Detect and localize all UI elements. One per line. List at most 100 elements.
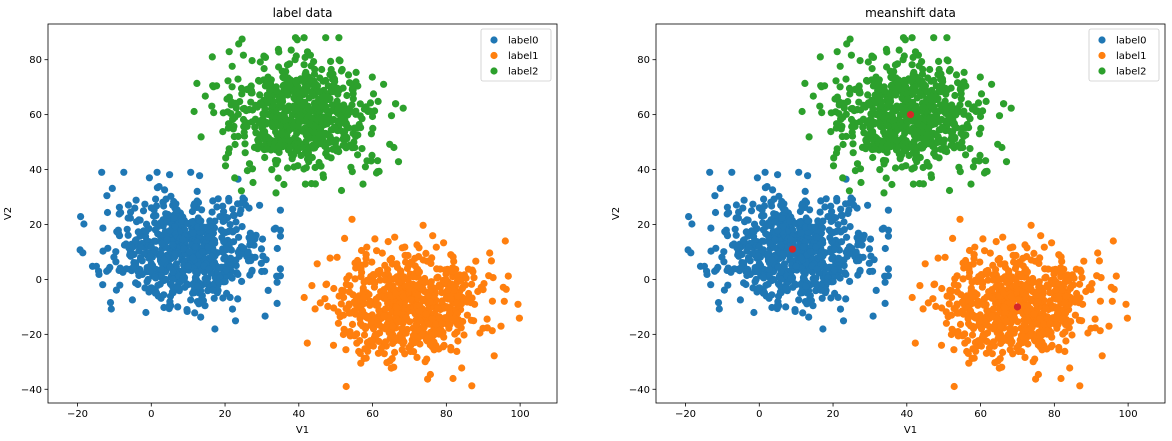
scatter-point (209, 286, 217, 294)
scatter-point (685, 213, 693, 221)
scatter-point (302, 130, 310, 138)
scatter-point (976, 73, 984, 81)
scatter-point (1018, 348, 1026, 356)
scatter-point (160, 202, 168, 210)
scatter-point (742, 228, 750, 236)
scatter-point (409, 273, 418, 281)
scatter-point (988, 350, 996, 358)
scatter-point (389, 282, 397, 290)
scatter-point (260, 52, 268, 60)
scatter-point (260, 65, 268, 73)
scatter-point (313, 260, 321, 268)
scatter-point (758, 237, 766, 245)
scatter-point (194, 223, 202, 231)
scatter-point (1058, 286, 1066, 294)
scatter-point (235, 233, 243, 241)
scatter-point (123, 225, 131, 233)
y-tick-label: 40 (29, 165, 42, 176)
scatter-point (295, 114, 304, 122)
scatter-point (430, 329, 438, 337)
scatter-point (1026, 330, 1035, 339)
scatter-point (357, 246, 366, 255)
scatter-point (149, 212, 158, 220)
scatter-point (1007, 292, 1016, 300)
axes-frame (655, 23, 1166, 404)
scatter-point (982, 157, 990, 165)
scatter-point (208, 53, 216, 61)
y-tick-label: 0 (644, 275, 650, 286)
scatter-point (807, 297, 816, 305)
scatter-point (796, 280, 805, 289)
scatter-point (329, 145, 337, 153)
scatter-point (817, 247, 826, 255)
scatter-point (411, 338, 419, 347)
scatter-point (124, 214, 132, 222)
scatter-point (346, 141, 354, 149)
scatter-point (986, 249, 994, 257)
scatter-point (411, 254, 419, 262)
scatter-point (219, 217, 227, 225)
scatter-point (209, 247, 217, 255)
scatter-point (208, 208, 216, 216)
scatter-point (837, 228, 845, 236)
legend-label: label2 (1116, 67, 1147, 78)
scatter-point (319, 173, 328, 182)
scatter-point (449, 374, 457, 383)
scatter-point (962, 82, 970, 90)
scatter-point (1096, 297, 1104, 305)
scatter-point (449, 253, 457, 261)
scatter-point (208, 102, 216, 110)
scatter-point (307, 180, 316, 188)
scatter-point (688, 220, 696, 228)
scatter-point (215, 264, 224, 272)
scatter-point (953, 272, 961, 280)
scatter-point (869, 267, 877, 275)
scatter-point (880, 189, 888, 197)
scatter-point (997, 282, 1005, 290)
scatter-point (846, 277, 854, 285)
scatter-point (470, 274, 478, 282)
scatter-point (951, 91, 959, 100)
scatter-point (913, 94, 921, 102)
scatter-point (971, 157, 979, 165)
scatter-point (133, 218, 141, 226)
scatter-point (859, 115, 868, 123)
scatter-point (864, 58, 872, 66)
scatter-point (911, 339, 919, 347)
scatter-point (934, 254, 942, 262)
scatter-point (796, 218, 804, 226)
scatter-point (315, 87, 323, 95)
scatter-point (1068, 331, 1076, 339)
scatter-point (957, 95, 965, 103)
scatter-point (939, 139, 947, 148)
scatter-point (280, 180, 288, 189)
scatter-point (189, 253, 197, 262)
scatter-point (261, 105, 269, 113)
scatter-point (869, 153, 877, 162)
scatter-point (724, 281, 732, 289)
scatter-point (992, 266, 1000, 274)
scatter-point (895, 150, 903, 158)
scatter-point (426, 298, 434, 306)
scatter-point (222, 154, 230, 162)
scatter-point (967, 180, 975, 188)
scatter-point (372, 301, 380, 309)
scatter-point (305, 158, 313, 166)
scatter-point (291, 56, 299, 64)
scatter-point (869, 76, 878, 84)
scatter-point (276, 232, 284, 240)
scatter-point (428, 315, 437, 323)
scatter-point (371, 280, 379, 288)
scatter-point (865, 245, 874, 253)
scatter-point (806, 206, 814, 214)
scatter-point (938, 284, 946, 293)
scatter-point (256, 91, 264, 99)
scatter-point (1021, 241, 1029, 249)
scatter-point (504, 272, 512, 280)
scatter-point (891, 164, 900, 172)
scatter-point (828, 255, 836, 263)
scatter-point (923, 87, 931, 95)
scatter-point (162, 195, 170, 203)
scatter-point (1087, 286, 1095, 294)
scatter-point (163, 235, 171, 244)
